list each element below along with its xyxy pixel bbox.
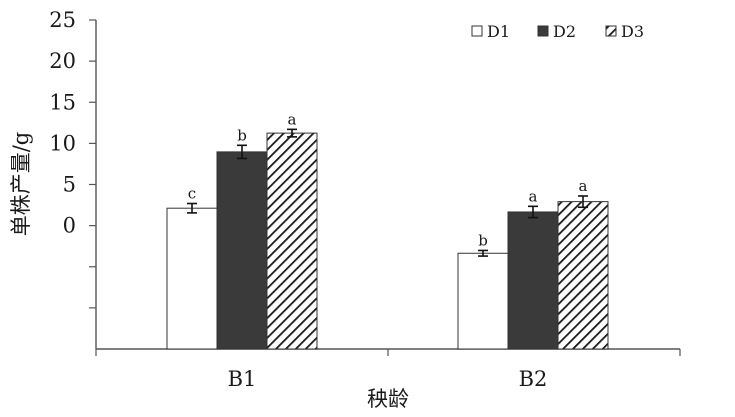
y-tick-label: 15 — [49, 90, 76, 114]
legend-swatch-d2 — [537, 25, 549, 37]
bars — [166, 132, 609, 350]
y-tick-label: 0 — [63, 214, 76, 238]
bar-d3-b2 — [557, 201, 609, 350]
y-tick-label: 25 — [49, 8, 76, 32]
bar-d1-b1 — [166, 207, 218, 350]
x-axis-title: 秧龄 — [367, 387, 409, 411]
legend-swatch-d3 — [605, 25, 617, 37]
significance-label: b — [237, 126, 247, 144]
error-bars — [187, 128, 588, 257]
category-label: B2 — [519, 367, 548, 391]
bar-d2-b1 — [216, 151, 268, 350]
y-tick-label: 10 — [49, 131, 76, 155]
legend-swatch-d1 — [471, 25, 483, 37]
legend-label-d3: D3 — [621, 22, 644, 41]
legend-label-d1: D1 — [487, 22, 510, 41]
x-axis-ticks — [95, 349, 681, 356]
category-label: B1 — [228, 367, 257, 391]
bar-d2-b2 — [507, 211, 559, 350]
significance-label: c — [188, 185, 196, 203]
bar-d3-b1 — [266, 132, 318, 350]
category-labels: B1 B2 — [228, 367, 548, 391]
legend: D1 D2 D3 — [471, 22, 644, 41]
significance-label: a — [579, 177, 588, 195]
significance-labels: c b a b a a — [188, 110, 588, 249]
y-tick-label: 20 — [49, 49, 76, 73]
significance-label: b — [478, 231, 488, 249]
y-tick-label: 5 — [63, 173, 76, 197]
y-axis-ticks: 25 20 15 10 5 0 — [49, 8, 96, 309]
y-axis-title: 单株产量/g — [9, 132, 33, 237]
bar-d1-b2 — [457, 252, 509, 350]
significance-label: a — [529, 187, 538, 205]
significance-label: a — [288, 110, 297, 128]
legend-label-d2: D2 — [553, 22, 576, 41]
